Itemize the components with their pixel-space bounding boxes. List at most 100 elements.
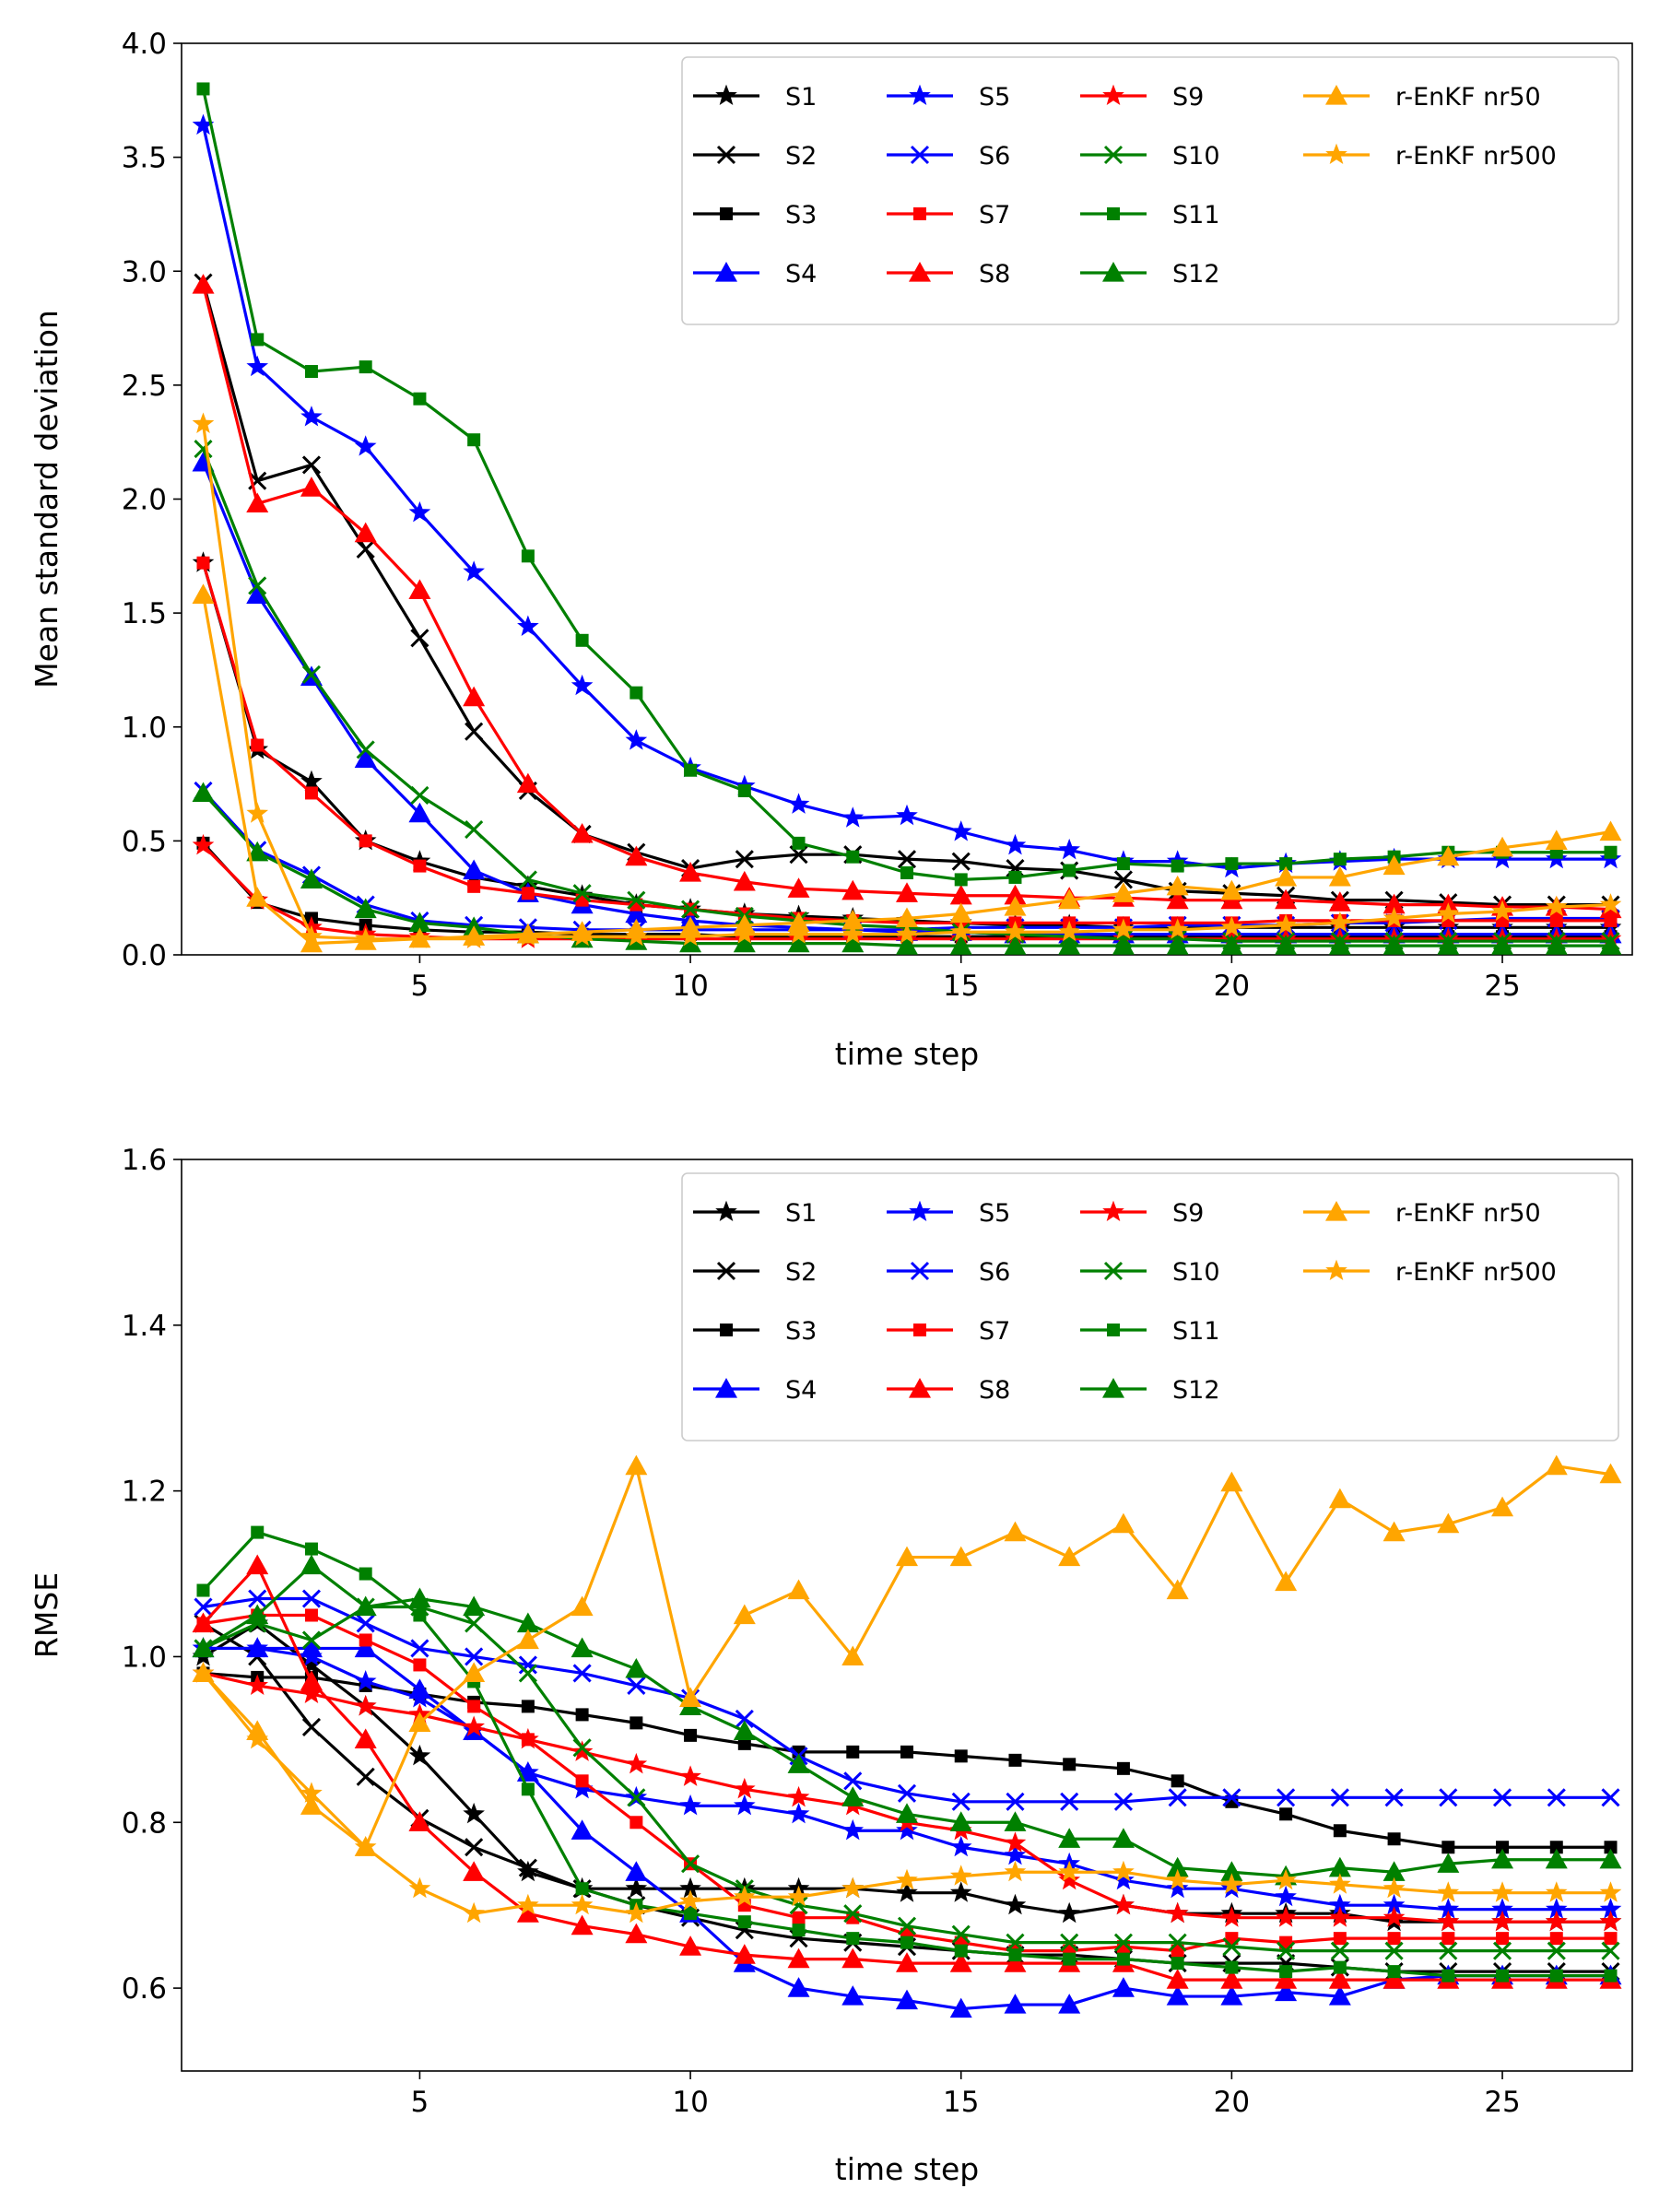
data-point [1006,1933,1025,1952]
legend-label: r-EnKF nr50 [1395,83,1541,112]
data-point [896,935,918,955]
data-point [246,1637,269,1658]
data-point [408,1686,431,1708]
data-point [1166,918,1189,939]
data-point [1220,1471,1243,1492]
y-tick-label: 1.0 [122,712,167,745]
data-point [1382,1877,1406,1899]
legend-marker [1107,1324,1120,1336]
data-point [1008,1753,1022,1767]
data-point [896,804,918,826]
legend-label: S1 [785,1199,817,1228]
legend-item-s7: S7 [887,1317,1010,1346]
data-point [354,1637,377,1658]
data-point [625,902,648,924]
data-point [1549,1932,1563,1946]
legend-item-s8: S8 [887,260,1010,288]
data-point [575,1708,589,1722]
data-point [410,629,429,648]
legend-item-s2: S2 [693,142,817,171]
data-point [575,893,589,907]
data-point [625,1657,648,1678]
data-point [1333,1960,1347,1974]
data-point [1549,1969,1563,1983]
data-point [1547,1788,1566,1807]
x-tick-label: 15 [943,970,979,1003]
data-point [1058,1546,1081,1567]
y-tick-label: 2.5 [122,370,167,403]
data-point [684,763,698,777]
series-s11 [196,1525,1618,1983]
x-tick-label: 20 [1214,970,1250,1003]
data-point [1491,1881,1513,1902]
data-point [841,879,865,900]
data-point [251,333,265,347]
data-point [521,887,535,900]
data-point [896,907,918,928]
data-point [1220,915,1243,937]
legend-label: S7 [979,1317,1010,1346]
legend-item-s8: S8 [887,1376,1010,1405]
data-point [1333,853,1347,866]
data-point [1166,888,1189,910]
data-point [1491,1848,1514,1869]
y-tick-label: 0.5 [122,825,167,858]
data-point [517,1760,539,1783]
data-point [356,740,375,759]
data-point [787,1579,810,1600]
data-point [1058,888,1081,910]
data-point [1004,1831,1027,1853]
data-point [1437,1881,1460,1902]
data-point [627,890,646,910]
legend-label: S1 [785,83,817,112]
data-point [951,1924,971,1944]
data-point [625,845,648,866]
data-point [304,786,318,800]
legend-item-s1: S1 [693,83,817,112]
data-point [1113,1792,1133,1811]
data-point [1333,1932,1347,1946]
data-point [1601,1941,1620,1960]
data-point [1599,893,1622,914]
data-point [301,1717,322,1736]
data-point [1166,1901,1189,1924]
data-point [1328,935,1351,955]
data-point [408,802,431,823]
data-point [1604,1841,1618,1854]
data-point [1004,935,1027,955]
x-tick-label: 5 [411,2086,429,2119]
data-point [465,819,484,840]
x-tick-label: 25 [1484,2086,1520,2119]
data-point [1004,833,1027,855]
data-point [1004,1860,1027,1882]
data-point [517,924,539,947]
data-point [1382,1521,1406,1542]
data-point [467,433,481,447]
data-point [248,576,267,595]
data-point [196,82,210,96]
data-point [787,793,810,814]
data-point [192,833,215,855]
legend-item-s4: S4 [693,1376,817,1405]
data-point [571,674,594,696]
legend-label: S12 [1172,260,1220,288]
y-tick-label: 0.0 [122,939,167,972]
legend-item-s1: S1 [693,1199,817,1228]
legend-marker [1102,262,1124,282]
data-point [465,1614,484,1633]
data-point [1330,1788,1349,1807]
data-point [192,1612,215,1633]
data-point [841,1818,865,1841]
data-point [300,477,323,497]
data-point [1058,1868,1081,1890]
legend-label: S3 [785,1317,817,1346]
data-point [1225,857,1239,871]
data-point [1275,1571,1298,1592]
data-point [841,1645,865,1666]
y-tick-label: 0.6 [122,1972,167,2006]
data-point [896,923,918,944]
data-point [1275,1969,1298,1989]
data-point [1545,935,1568,955]
data-point [679,1687,702,1708]
data-point [1491,935,1514,955]
